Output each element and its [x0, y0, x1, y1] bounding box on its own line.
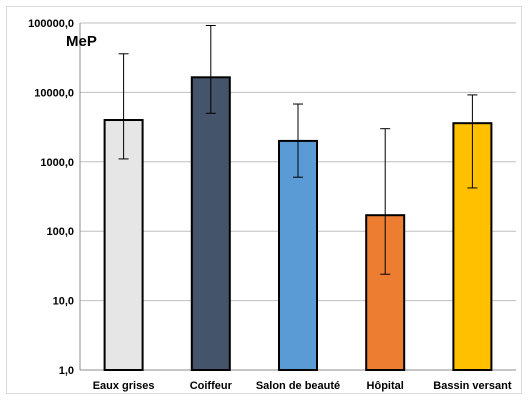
bars — [103, 76, 493, 372]
y-tick-label: 10,0 — [53, 296, 74, 308]
error-bars — [118, 25, 478, 275]
x-tick-label: Eaux grises — [93, 380, 155, 392]
x-tick-label: Salon de beauté — [256, 380, 340, 392]
bar — [103, 119, 144, 371]
y-tick-label: 1,0 — [59, 365, 74, 377]
grid-lines — [79, 22, 516, 371]
x-tick-label: Hôpital — [367, 380, 404, 392]
y-tick-label: 1000,0 — [40, 157, 74, 169]
chart-frame — [6, 6, 522, 394]
bar — [278, 139, 318, 371]
y-tick-label: 100000,0 — [28, 18, 74, 30]
y-tick-label: 100,0 — [46, 226, 74, 238]
x-tick-label: Coiffeur — [190, 380, 233, 392]
chart-title: MeP — [66, 33, 97, 50]
x-tick-label: Bassin versant — [433, 380, 512, 392]
y-axis-ticks: 1,0 10,0 100,0 1000,0 10000,0 100000,0 — [28, 18, 74, 377]
bar — [190, 76, 231, 372]
x-axis-labels: Eaux grises Coiffeur Salon de beauté Hôpita… — [93, 380, 512, 392]
y-tick-label: 10000,0 — [34, 87, 74, 99]
